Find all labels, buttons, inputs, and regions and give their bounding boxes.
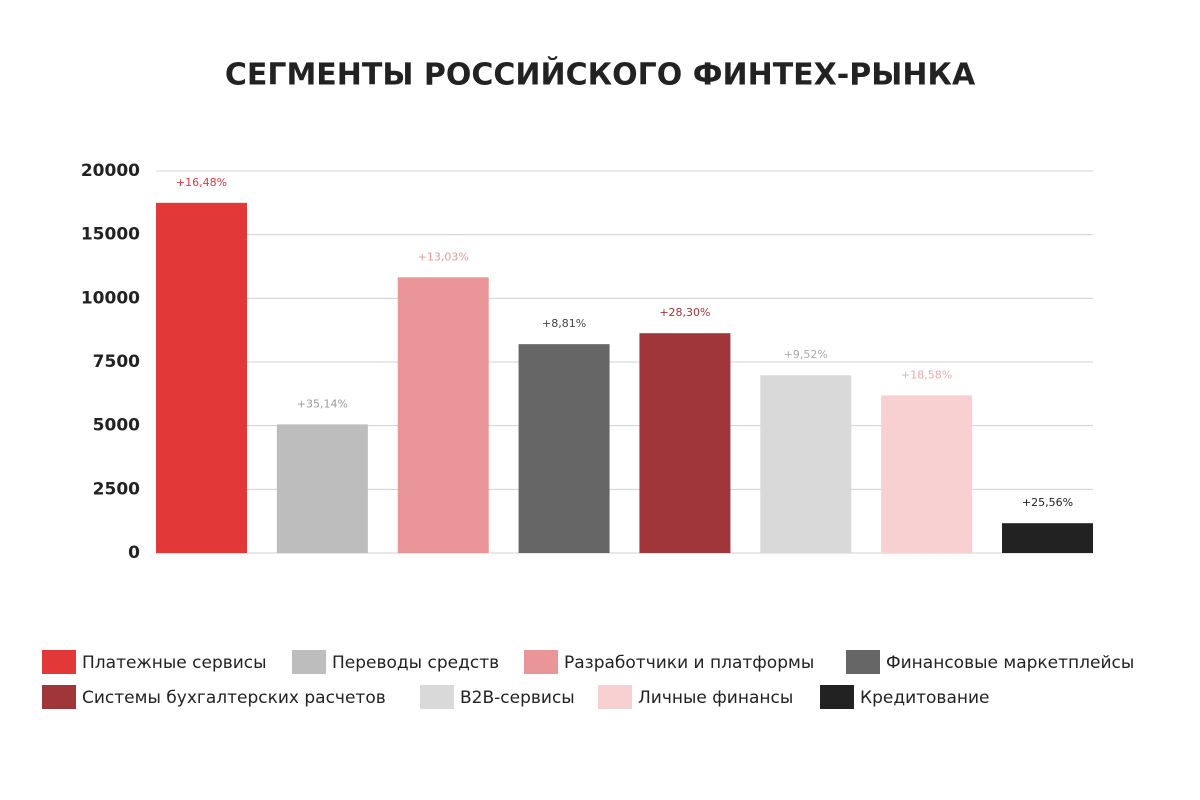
bar-annotation: +9,52%	[784, 348, 828, 361]
legend-label: B2B-сервисы	[460, 688, 575, 708]
bar-annotation: +13,03%	[418, 250, 469, 263]
bar-annotation: +8,81%	[542, 317, 586, 330]
legend-label: Системы бухгалтерских расчетов	[82, 688, 386, 708]
legend-swatch	[820, 685, 854, 709]
bar	[276, 424, 368, 553]
bar	[639, 333, 731, 553]
bar-annotation: +18,58%	[901, 368, 952, 381]
legend-label: Личные финансы	[638, 688, 793, 708]
legend-label: Финансовые маркетплейсы	[886, 653, 1134, 673]
legend-swatch	[42, 685, 76, 709]
y-tick-label: 0	[128, 543, 140, 563]
legend-label: Платежные сервисы	[82, 653, 267, 673]
bar-annotation: +35,14%	[297, 397, 348, 410]
legend-swatch	[42, 650, 76, 674]
bar-annotation: +28,30%	[659, 306, 710, 319]
bar	[1002, 523, 1093, 553]
y-tick-label: 5000	[93, 416, 140, 436]
legend-swatch	[524, 650, 558, 674]
y-tick-label: 10000	[81, 288, 140, 308]
bar	[518, 344, 610, 553]
legend-swatch	[292, 650, 326, 674]
bar	[760, 375, 852, 553]
y-tick-label: 15000	[81, 225, 140, 245]
legend-swatch	[598, 685, 632, 709]
bar	[397, 277, 489, 553]
legend-label: Кредитование	[860, 688, 989, 708]
y-tick-label: 2500	[93, 479, 140, 499]
legend-swatch	[846, 650, 880, 674]
legend-label: Переводы средств	[332, 653, 499, 673]
chart-title: СЕГМЕНТЫ РОССИЙСКОГО ФИНТЕХ-РЫНКА	[225, 57, 976, 93]
bar	[156, 202, 247, 554]
bar-annotation: +25,56%	[1022, 496, 1073, 509]
bar	[881, 395, 973, 553]
y-tick-label: 7500	[93, 352, 140, 372]
legend-label: Разработчики и платформы	[564, 653, 814, 673]
y-tick-label: 20000	[81, 161, 140, 181]
bar-annotation: +16,48%	[176, 176, 227, 189]
legend-swatch	[420, 685, 454, 709]
